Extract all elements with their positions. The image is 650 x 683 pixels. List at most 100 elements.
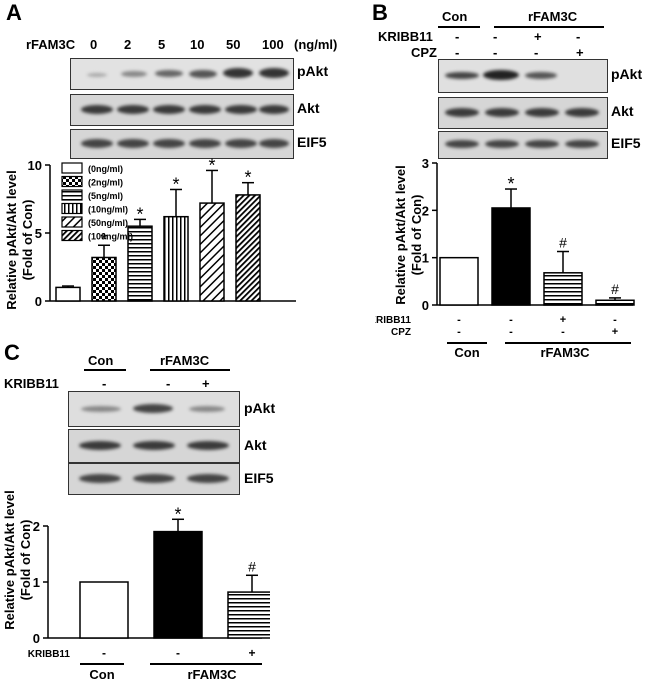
sign-label: - — [561, 326, 565, 338]
blot-a-eif5-label: EIF5 — [297, 134, 327, 150]
dose-label: 0 — [90, 37, 98, 52]
blot-a-pakt-label: pAkt — [297, 63, 329, 79]
bar — [439, 256, 479, 306]
legend-swatch — [61, 229, 83, 242]
y-tick-label: 2 — [33, 519, 40, 534]
sign-label: - — [102, 646, 106, 660]
panel-c-letter: C — [4, 340, 20, 365]
dose-label: 10 — [190, 37, 205, 52]
y-tick-label: 2 — [422, 203, 429, 218]
sign-label: - — [457, 326, 461, 338]
blot-b-eif5 — [438, 131, 608, 159]
bar — [491, 207, 531, 306]
legend-label: (50ng/ml) — [88, 218, 128, 228]
panel-a-letter: A — [6, 0, 22, 25]
bar — [163, 215, 189, 302]
blot-c-eif5-label: EIF5 — [244, 470, 274, 486]
sign-label: - — [176, 646, 180, 660]
legend-label: (5ng/ml) — [88, 191, 123, 201]
sign: - — [493, 45, 498, 60]
legend-swatch — [61, 175, 83, 188]
dose-label: 2 — [124, 37, 132, 52]
chart-b-ylabel-1: Relative pAkt/Akt level — [393, 165, 408, 304]
significance-mark: * — [136, 204, 143, 224]
legend-label: (10ng/ml) — [88, 205, 128, 215]
y-tick-label: 1 — [422, 251, 429, 266]
con-underline — [438, 26, 480, 28]
chart-c-ylabel-2: (Fold of Con) — [18, 520, 33, 601]
legend-swatch — [61, 162, 83, 174]
blot-c-pakt-label: pAkt — [244, 400, 276, 416]
blot-b-pakt — [438, 59, 608, 93]
chart-b-bottom-con: Con — [454, 345, 479, 360]
significance-mark: * — [208, 155, 215, 175]
significance-mark: * — [244, 168, 251, 188]
panel-a-treatment-label: rFAM3C — [26, 37, 76, 52]
legend-swatch — [61, 202, 83, 215]
bar — [79, 581, 129, 639]
significance-mark: # — [611, 281, 619, 297]
bar — [227, 591, 270, 639]
sign: - — [166, 376, 171, 391]
legend-swatch — [61, 216, 83, 228]
con-underline — [84, 369, 126, 371]
sign-label: - — [509, 326, 513, 338]
blot-b-akt — [438, 97, 608, 129]
sign: - — [455, 29, 460, 44]
chart-c-bottom-rfam3c: rFAM3C — [187, 667, 237, 682]
panel-b-con-label: Con — [442, 9, 468, 24]
sign: + — [534, 29, 542, 44]
kribb11-label: KRIBB11 — [378, 29, 433, 44]
bar — [235, 194, 261, 302]
chart-a: Relative pAkt/Akt level (Fold of Con) 0 5… — [4, 155, 296, 310]
significance-mark: # — [559, 235, 567, 251]
bar — [91, 256, 117, 302]
chart-c: Relative pAkt/Akt level (Fold of Con) KR… — [2, 490, 270, 682]
chart-b-bottom-cpz: CPZ — [391, 327, 411, 338]
blot-b-pakt-label: pAkt — [611, 66, 643, 82]
cpz-label: CPZ — [411, 45, 437, 60]
blot-b-eif5-label: EIF5 — [611, 135, 641, 151]
y-tick-label: 0 — [422, 298, 429, 313]
sign-label: + — [248, 646, 255, 660]
chart-a-ylabel-2: (Fold of Con) — [20, 200, 35, 281]
bar — [127, 225, 153, 302]
bar — [543, 272, 583, 306]
significance-mark: * — [172, 174, 179, 194]
sign: + — [576, 45, 584, 60]
sign: - — [534, 45, 539, 60]
blot-c-eif5 — [68, 463, 240, 495]
dose-label: 100 — [262, 37, 284, 52]
sign-label: - — [613, 314, 617, 326]
legend-swatch — [61, 189, 83, 201]
legend-label: (0ng/ml) — [88, 164, 123, 174]
y-tick-label: 0 — [33, 631, 40, 646]
sign: - — [576, 29, 581, 44]
bar — [595, 299, 635, 306]
sign-label: + — [560, 314, 566, 326]
chart-b-ylabel-2: (Fold of Con) — [409, 195, 424, 276]
panel-b-letter: B — [372, 0, 388, 25]
chart-b-bottom-rfam3c: rFAM3C — [540, 345, 590, 360]
significance-mark: # — [248, 558, 256, 574]
legend-label: (100ng/ml) — [88, 232, 133, 242]
sign-label: + — [612, 326, 618, 338]
y-tick-label: 1 — [33, 575, 40, 590]
blot-a-eif5 — [70, 129, 294, 159]
sign: - — [455, 45, 460, 60]
significance-mark: * — [507, 174, 514, 194]
chart-b-bottom-kribb11: KRIBB11 — [375, 315, 411, 326]
sign: - — [493, 29, 498, 44]
chart-c-ylabel-1: Relative pAkt/Akt level — [2, 490, 17, 629]
significance-mark: * — [174, 504, 181, 524]
sign: - — [102, 376, 107, 391]
chart-a-ylabel-1: Relative pAkt/Akt level — [4, 170, 19, 309]
dose-label: 5 — [158, 37, 166, 52]
legend-label: (2ng/ml) — [88, 178, 123, 188]
panel-c-con-label: Con — [88, 353, 114, 368]
bar — [199, 202, 225, 302]
sign-label: - — [457, 314, 461, 326]
sign: + — [202, 376, 210, 391]
kribb11-label: KRIBB11 — [4, 376, 59, 391]
blot-a-akt-label: Akt — [297, 100, 320, 116]
